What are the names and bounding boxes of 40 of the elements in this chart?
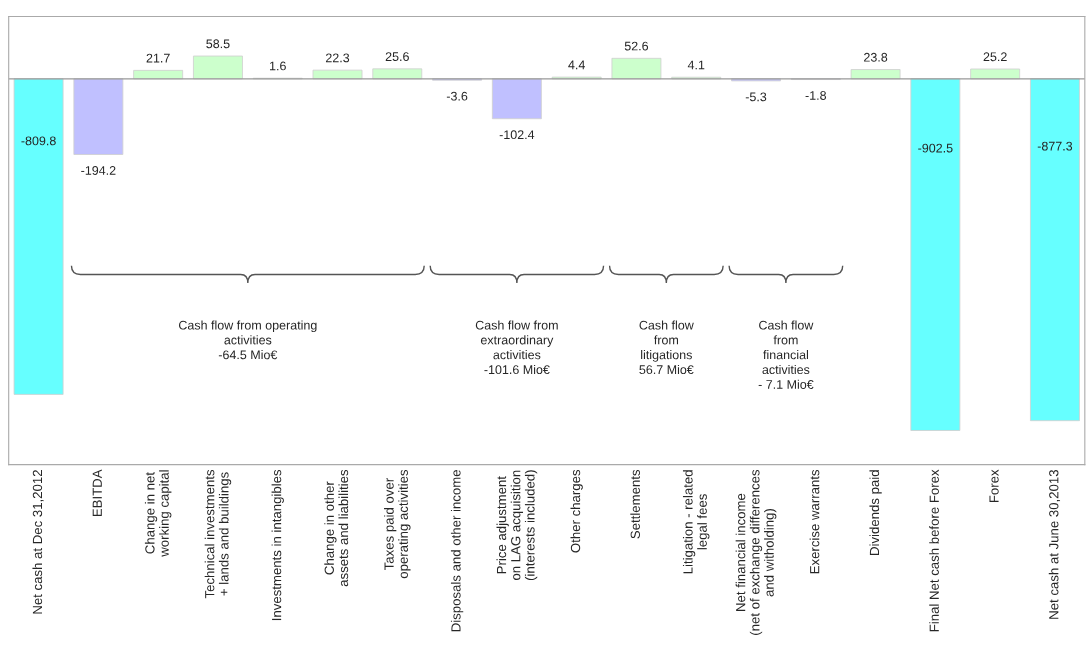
data-label: -1.8 (805, 91, 827, 100)
data-label: -877.3 (1037, 141, 1073, 151)
annotation: Cash flow from litigations 56.7 Mio€ (639, 320, 694, 375)
x-tick-label: Forex (989, 469, 999, 503)
x-tick-label: EBITDA (92, 469, 102, 517)
data-label: -5.3 (745, 92, 767, 102)
x-tick-label: Net financial income (net of exchange differences and witholding) (735, 469, 777, 635)
x-tick-label: Net cash at June 30,2013 (1048, 470, 1061, 619)
data-label: 21.7 (146, 53, 170, 63)
data-label: -809.8 (21, 136, 56, 146)
x-tick-label: Exercise warrants (809, 469, 820, 574)
x-tick-label: Dividends paid (869, 470, 882, 555)
x-tick-label: Taxes paid over operating activities (384, 469, 411, 579)
x-tick-label: Investments in intangibles (271, 469, 284, 621)
annotation: Cash flow from operating activities -64.5 Mio€ (179, 320, 317, 360)
x-tick-label: Change in other assets and liabilities (324, 469, 349, 587)
x-tick-label: Price adjustment on LAG acquisition (interests included) (496, 470, 538, 581)
data-label: -902.5 (918, 143, 953, 153)
data-label: 52.6 (624, 41, 649, 51)
x-tick-label: Other charges (570, 469, 583, 553)
data-label: -3.6 (446, 91, 468, 101)
data-label: 22.3 (325, 53, 350, 63)
data-label: -102.4 (499, 130, 535, 140)
x-tick-label: Final Net cash before Forex (929, 469, 939, 632)
data-label: 25.2 (983, 52, 1007, 62)
x-tick-label: Net cash at Dec 31,2012 (32, 470, 44, 614)
data-label: 23.8 (864, 52, 888, 62)
data-label: 4.4 (568, 60, 585, 70)
annotation: Cash flow from extraordinary activities -101.6 Mio€ (475, 320, 558, 375)
x-tick-label: Litigation - related legal fees (682, 470, 710, 574)
data-label: 4.1 (687, 60, 705, 70)
data-label: 58.5 (206, 39, 230, 49)
data-label: 1.6 (269, 61, 286, 71)
x-tick-label: Settlements (630, 469, 640, 539)
data-label: 25.6 (385, 52, 409, 61)
x-tick-label: Change in net working capital (144, 470, 172, 557)
x-tick-label: Disposals and other income (450, 470, 464, 632)
annotation: Cash flow from financial activities - 7.1 Mio€ (758, 320, 814, 389)
x-tick-label: Technical investments + lands and buildings (204, 469, 232, 599)
data-label: -194.2 (81, 166, 116, 175)
